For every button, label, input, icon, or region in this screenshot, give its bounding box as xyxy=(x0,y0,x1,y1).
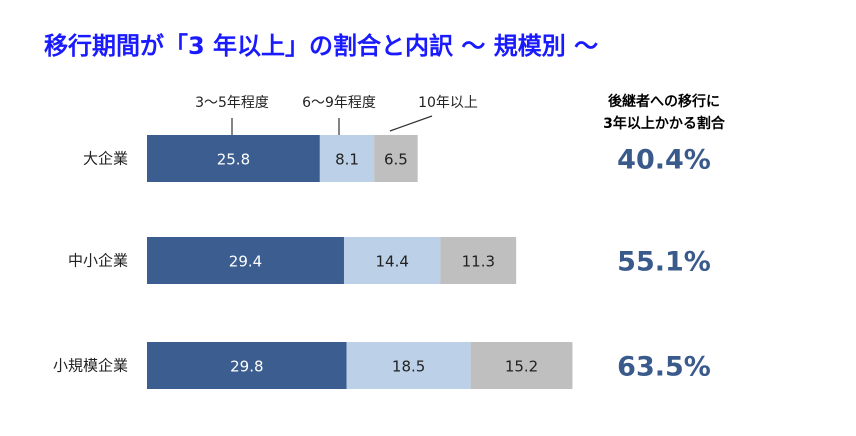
bars xyxy=(147,135,573,389)
category-label: 中小企業 xyxy=(68,252,128,270)
bar-segment xyxy=(319,135,375,182)
data-label: 29.8 xyxy=(230,358,263,376)
legend-label: 10年以上 xyxy=(418,95,478,111)
data-label: 18.5 xyxy=(392,358,425,376)
category-label: 小規模企業 xyxy=(53,357,128,375)
share-value: 63.5% xyxy=(617,352,711,383)
data-label: 6.5 xyxy=(384,151,408,169)
legend-leader-line xyxy=(389,115,433,132)
share-value: 40.4% xyxy=(617,145,711,176)
bar-segment xyxy=(346,342,471,389)
side-heading-line1: 後継者への移行に xyxy=(608,93,720,110)
data-label: 14.4 xyxy=(376,253,409,271)
category-label: 大企業 xyxy=(83,150,128,168)
data-label: 29.4 xyxy=(229,253,262,271)
bar-segment xyxy=(440,237,517,284)
data-label: 25.8 xyxy=(217,151,250,169)
legend-label: 6～9年程度 xyxy=(302,95,376,111)
bar-segment xyxy=(343,237,441,284)
bar-segment xyxy=(374,135,418,182)
value-labels: 25.8 8.1 6.5 29.4 14.4 11.3 29.8 18.5 15.2 xyxy=(217,151,539,376)
bar-segment xyxy=(147,135,320,182)
bar-segment xyxy=(147,342,347,389)
legend-label: 3～5年程度 xyxy=(195,95,269,111)
bar-segment xyxy=(147,237,344,284)
data-label: 8.1 xyxy=(335,151,359,169)
share-value: 55.1% xyxy=(617,247,711,278)
chart-title: 移行期間が「3 年以上」の割合と内訳 ～ 規模別 ～ xyxy=(44,32,598,60)
side-values: 40.4% 55.1% 63.5% xyxy=(617,145,711,383)
side-heading-line2: 3年以上かかる割合 xyxy=(603,115,726,132)
legend-callouts: 3～5年程度 6～9年程度 10年以上 xyxy=(195,95,478,135)
data-label: 11.3 xyxy=(462,253,495,271)
bar-segment xyxy=(470,342,573,389)
data-label: 15.2 xyxy=(505,358,538,376)
